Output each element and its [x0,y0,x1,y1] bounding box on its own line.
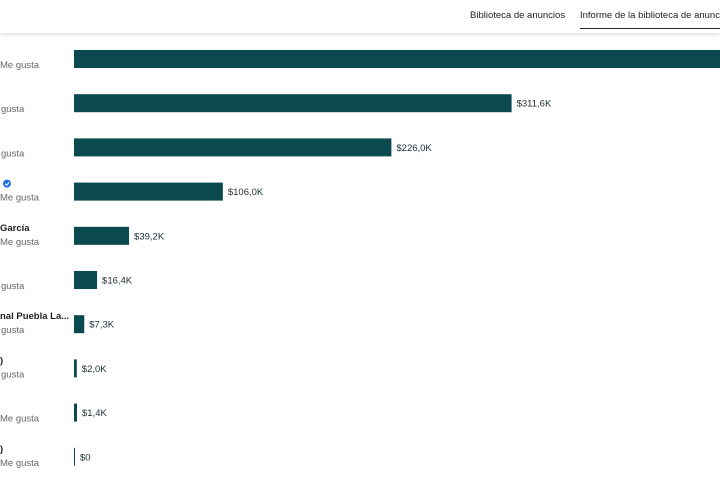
page-name-label: nal Puebla La... [0,311,69,322]
likes-label: gusta [1,281,25,292]
likes-label: gusta [1,148,25,159]
bar-value-label: $7,3K [89,320,114,331]
page-name-label: García [0,223,30,234]
bar-value-label: $2,0K [82,364,107,375]
page-name-label: ) [0,355,3,366]
spend-bar-chart: Me gusta gusta $311,6K gusta $226,0K Me gusta… [0,50,720,469]
verified-badge-icon [3,179,11,188]
bar[interactable] [74,271,98,289]
bar[interactable] [74,182,223,201]
bar[interactable] [74,359,77,378]
top-nav: Biblioteca de anuncios Informe de la bib… [0,0,720,33]
bar-value-label: $0 [80,452,91,463]
bar[interactable] [74,138,392,157]
verified-check-icon [4,182,10,186]
bar-value-label: $226,0K [396,143,432,154]
bar[interactable] [74,50,720,68]
likes-label: Me gusta [0,60,40,71]
tab-ad-library[interactable]: Biblioteca de anuncios [470,10,566,21]
bar-value-label: $311,6K [517,99,552,110]
likes-label: Me gusta [0,414,40,425]
bar[interactable] [74,226,130,245]
likes-label: gusta [1,369,25,380]
bar[interactable] [74,447,75,466]
bar[interactable] [74,403,77,422]
likes-label: gusta [1,325,25,336]
page-name-label: ) [0,444,3,455]
tab-ad-library-report[interactable]: Informe de la biblioteca de anuncio [580,10,720,29]
bar-value-label: $16,4K [102,276,133,287]
likes-label: Me gusta [0,458,40,469]
bar[interactable] [74,315,85,334]
likes-label: Me gusta [0,237,40,248]
chart-row: Me gusta [0,50,720,71]
bar-value-label: $106,0K [228,187,264,198]
bar-value-label: $1,4K [82,408,107,419]
chart-row: Me gusta $106,0K [0,179,264,204]
bar[interactable] [74,94,512,113]
chart-row: Me gusta $1,4K [0,403,107,425]
chart-row: ) gusta $2,0K [0,355,107,380]
chart-row: gusta $226,0K [1,138,432,159]
chart-row: García Me gusta $39,2K [0,223,165,248]
chart-row: gusta $311,6K [1,94,552,115]
chart-row: ) Me gusta $0 [0,444,91,469]
likes-label: gusta [1,104,25,115]
chart-row: nal Puebla La... gusta $7,3K [0,311,115,336]
likes-label: Me gusta [0,193,40,204]
bar-value-label: $39,2K [134,231,165,242]
chart-row: gusta $16,4K [1,271,133,292]
